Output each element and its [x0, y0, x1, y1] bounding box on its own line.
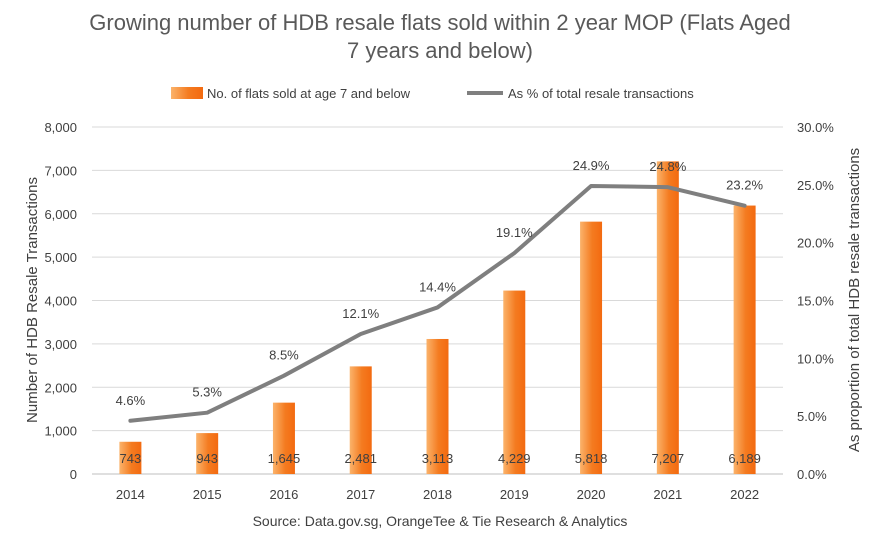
- y2-tick-label: 25.0%: [797, 178, 834, 193]
- bar-value-labels: 743 943 1,645 2,481 3,113 4,229 5,818 7,207 6,18…: [120, 451, 761, 466]
- percentage-label: 19.1%: [496, 225, 533, 240]
- bar: [580, 221, 603, 474]
- x-tick-label: 2021: [653, 487, 682, 502]
- percentage-label: 5.3%: [192, 385, 222, 400]
- bar: [656, 161, 679, 475]
- bar: [733, 205, 756, 474]
- bar-value-label: 943: [196, 451, 218, 466]
- percentage-label: 23.2%: [726, 178, 763, 193]
- y2-tick-label: 0.0%: [797, 467, 827, 482]
- y-tick-label: 7,000: [44, 163, 77, 178]
- y-tick-label: 2,000: [44, 380, 77, 395]
- bar: [272, 402, 295, 474]
- percentage-label: 8.5%: [269, 348, 299, 363]
- x-tick-label: 2022: [730, 487, 759, 502]
- legend-bar-swatch: [171, 87, 203, 99]
- chart-title-line-1: Growing number of HDB resale flats sold …: [89, 10, 790, 35]
- y-tick-label: 6,000: [44, 207, 77, 222]
- bar-value-label: 2,481: [344, 451, 377, 466]
- y-axis-label: Number of HDB Resale Transactions: [24, 177, 41, 423]
- percentage-label: 14.4%: [419, 279, 456, 294]
- percentage-label: 4.6%: [116, 393, 146, 408]
- bar: [349, 366, 372, 474]
- left-axis-ticks: 0 1,000 2,000 3,000 4,000 5,000 6,000 7,000 8,00…: [44, 120, 77, 482]
- chart-title-line-2: 7 years and below): [347, 38, 533, 63]
- x-axis-ticks: 2014 2015 2016 2017 2018 2019 2020 2021 2022: [116, 487, 759, 502]
- x-tick-label: 2016: [269, 487, 298, 502]
- percentage-line: [128, 183, 747, 423]
- y2-axis-label: As proportion of total HDB resale transa…: [846, 148, 863, 452]
- bar-value-label: 7,207: [652, 451, 685, 466]
- x-tick-label: 2019: [500, 487, 529, 502]
- bars: [119, 161, 756, 475]
- legend-label-bars: No. of flats sold at age 7 and below: [207, 86, 411, 101]
- source-note: Source: Data.gov.sg, OrangeTee & Tie Res…: [253, 513, 628, 529]
- y2-tick-label: 30.0%: [797, 120, 834, 135]
- percentage-labels: 4.6% 5.3% 8.5% 12.1% 14.4% 19.1% 24.9% 24.8% 23.…: [116, 158, 764, 408]
- bar-value-label: 3,113: [422, 451, 454, 466]
- x-tick-label: 2018: [423, 487, 452, 502]
- bar-value-label: 4,229: [498, 451, 531, 466]
- y-tick-label: 0: [70, 467, 77, 482]
- bar-value-label: 6,189: [728, 451, 761, 466]
- percentage-label: 24.8%: [649, 159, 686, 174]
- y-tick-label: 1,000: [44, 424, 77, 439]
- x-tick-label: 2017: [346, 487, 375, 502]
- y2-tick-label: 5.0%: [797, 409, 827, 424]
- bar-value-label: 743: [120, 451, 142, 466]
- bar: [426, 338, 449, 474]
- percentage-label: 12.1%: [342, 306, 379, 321]
- bar: [119, 441, 142, 474]
- x-tick-label: 2014: [116, 487, 145, 502]
- bar-value-label: 1,645: [268, 451, 301, 466]
- bar: [503, 290, 526, 474]
- y-tick-label: 5,000: [44, 250, 77, 265]
- y-tick-label: 3,000: [44, 337, 77, 352]
- legend: No. of flats sold at age 7 and below As …: [171, 86, 694, 101]
- percentage-label: 24.9%: [573, 158, 610, 173]
- y-tick-label: 8,000: [44, 120, 77, 135]
- bar: [196, 433, 219, 474]
- legend-label-line: As % of total resale transactions: [508, 86, 694, 101]
- x-tick-label: 2015: [193, 487, 222, 502]
- x-tick-label: 2020: [577, 487, 606, 502]
- right-axis-ticks: 0.0% 5.0% 10.0% 15.0% 20.0% 25.0% 30.0%: [797, 120, 834, 482]
- y-tick-label: 4,000: [44, 294, 77, 309]
- y2-tick-label: 15.0%: [797, 294, 834, 309]
- y2-tick-label: 20.0%: [797, 236, 834, 251]
- y2-tick-label: 10.0%: [797, 351, 834, 366]
- bar-value-label: 5,818: [575, 451, 608, 466]
